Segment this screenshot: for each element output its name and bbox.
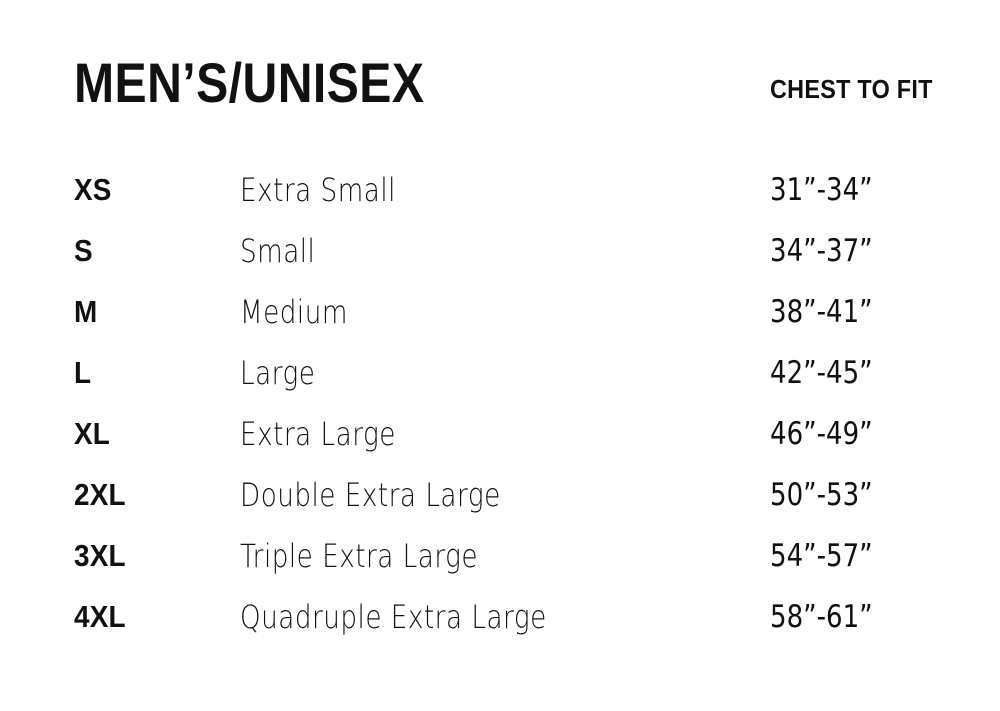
- size-name: Extra Large: [240, 415, 396, 453]
- size-code: M: [74, 294, 98, 329]
- table-row: XS Extra Small 31”-34”: [0, 170, 1000, 231]
- size-measurement: 42”-45”: [770, 355, 873, 391]
- page-title: MEN’S/UNISEX: [74, 51, 425, 114]
- chart-header: MEN’S/UNISEX CHEST TO FIT: [0, 52, 1000, 122]
- table-row: M Medium 38”-41”: [0, 292, 1000, 353]
- size-code: 4XL: [74, 599, 126, 634]
- table-row: 3XL Triple Extra Large 54”-57”: [0, 536, 1000, 597]
- size-measurement: 58”-61”: [770, 599, 873, 635]
- size-name: Quadruple Extra Large: [240, 598, 547, 636]
- table-row: L Large 42”-45”: [0, 353, 1000, 414]
- size-code: 2XL: [74, 477, 126, 512]
- size-measurement: 46”-49”: [770, 416, 873, 452]
- size-code: XL: [74, 416, 111, 451]
- size-name: Extra Small: [240, 171, 396, 209]
- size-name: Double Extra Large: [240, 476, 501, 514]
- size-measurement: 34”-37”: [770, 233, 873, 269]
- size-measurement: 38”-41”: [770, 294, 873, 330]
- size-code: 3XL: [74, 538, 126, 573]
- table-row: XL Extra Large 46”-49”: [0, 414, 1000, 475]
- measurement-column-header: CHEST TO FIT: [770, 74, 933, 104]
- size-name: Triple Extra Large: [240, 537, 479, 575]
- size-name: Medium: [240, 293, 348, 331]
- table-row: S Small 34”-37”: [0, 231, 1000, 292]
- size-code: S: [74, 233, 93, 268]
- size-measurement: 54”-57”: [770, 538, 873, 574]
- size-table: XS Extra Small 31”-34” S Small 34”-37” M…: [0, 170, 1000, 658]
- table-row: 2XL Double Extra Large 50”-53”: [0, 475, 1000, 536]
- size-measurement: 31”-34”: [770, 172, 873, 208]
- size-name: Small: [240, 232, 316, 270]
- size-measurement: 50”-53”: [770, 477, 873, 513]
- size-code: L: [74, 355, 92, 390]
- size-code: XS: [74, 172, 112, 207]
- size-name: Large: [240, 354, 316, 392]
- table-row: 4XL Quadruple Extra Large 58”-61”: [0, 597, 1000, 658]
